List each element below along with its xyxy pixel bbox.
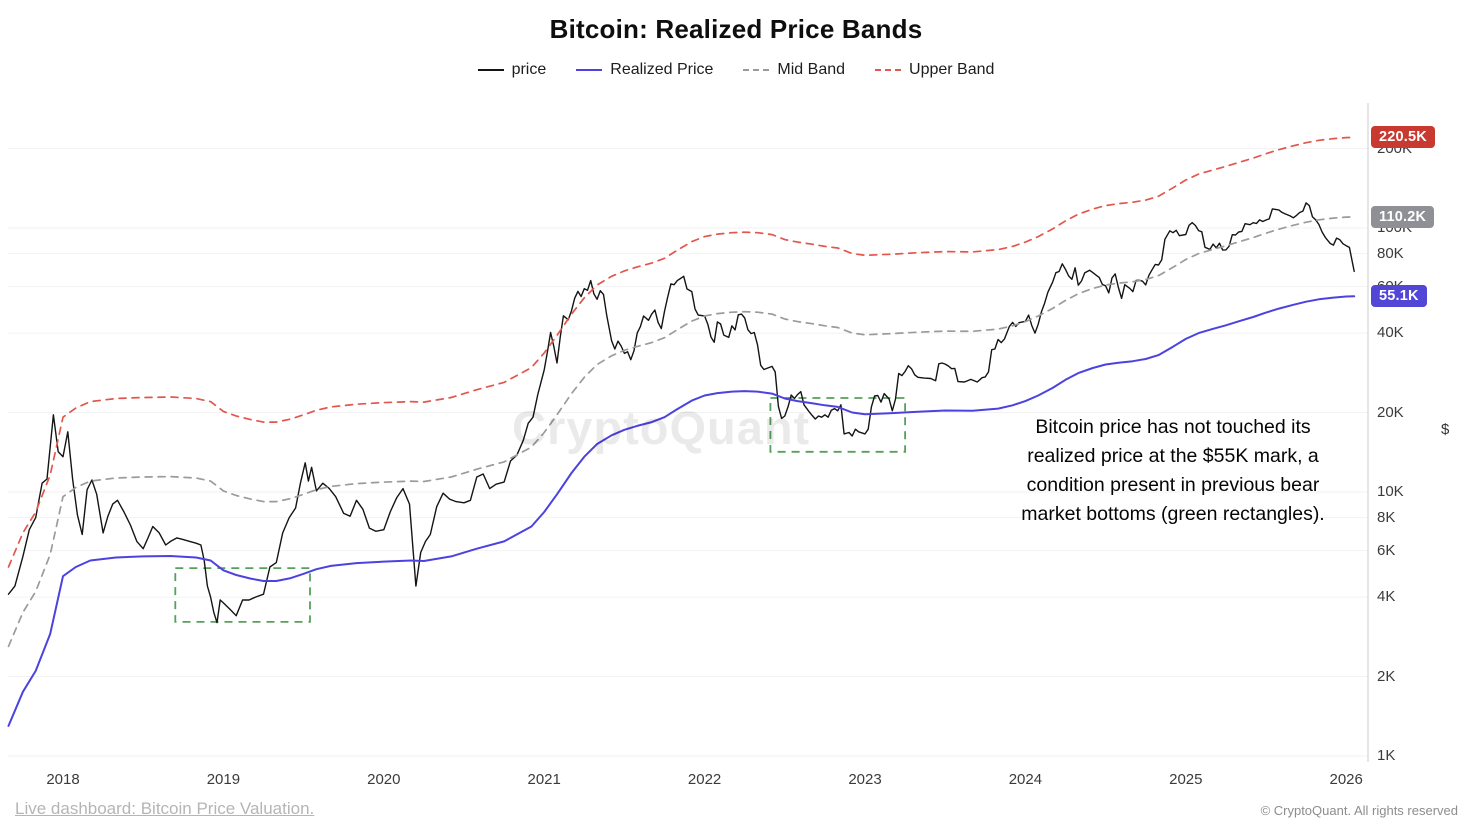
- y-axis-tick-40K: 40K: [1377, 324, 1404, 342]
- legend-item-price[interactable]: price: [477, 61, 547, 79]
- x-axis-tick-2022: 2022: [687, 771, 722, 788]
- legend-label-upper-band: Upper Band: [909, 61, 995, 78]
- x-axis-tick-2023: 2023: [848, 771, 882, 788]
- legend-swatch-upper-band: [875, 69, 902, 71]
- legend-swatch-price: [477, 69, 504, 71]
- highlight-bear-bottom-2019: [174, 567, 311, 623]
- last-value-badge-realized-price: 55.1K: [1371, 285, 1427, 308]
- legend-label-realized-price: Realized Price: [610, 61, 714, 78]
- series-upper-band: [7, 136, 1356, 568]
- series-price: [7, 202, 1355, 624]
- x-axis-tick-2026: 2026: [1329, 771, 1363, 788]
- analyst-annotation: Bitcoin price has not touched its realiz…: [1021, 416, 1325, 525]
- legend-swatch-realized-price: [576, 69, 603, 71]
- y-axis-tick-80K: 80K: [1377, 244, 1404, 262]
- y-axis-tick-10K: 10K: [1377, 483, 1404, 500]
- highlight-bear-bottom-2022: [769, 397, 907, 453]
- y-axis-tick-8K: 8K: [1377, 508, 1396, 526]
- x-axis-tick-2018: 2018: [46, 771, 80, 788]
- x-axis-tick-2019: 2019: [206, 771, 241, 788]
- legend-item-upper-band[interactable]: Upper Band: [875, 61, 994, 79]
- y-axis-tick-6K: 6K: [1377, 541, 1396, 559]
- y-axis-unit-label: $: [1441, 421, 1450, 438]
- legend-item-mid-band[interactable]: Mid Band: [743, 61, 845, 79]
- last-value-badge-mid-band: 110.2K: [1371, 205, 1435, 228]
- x-axis-tick-2021: 2021: [527, 771, 561, 788]
- copyright-text: © CryptoQuant. All rights reserved: [1260, 803, 1458, 818]
- x-axis-tick-2020: 2020: [367, 771, 401, 788]
- series-realized-price: [7, 295, 1356, 727]
- last-value-badge-upper-band: 220.5K: [1371, 126, 1435, 149]
- chart-legend: price Realized Price Mid Band Upper Band: [0, 61, 1472, 79]
- legend-item-realized-price[interactable]: Realized Price: [576, 61, 713, 79]
- chart-title: Bitcoin: Realized Price Bands: [549, 14, 923, 44]
- legend-label-price: price: [511, 61, 547, 78]
- legend-swatch-mid-band: [743, 69, 770, 71]
- y-axis-tick-4K: 4K: [1377, 588, 1396, 606]
- series-mid-band: [7, 216, 1356, 648]
- x-axis-tick-2025: 2025: [1169, 771, 1203, 788]
- legend-label-mid-band: Mid Band: [777, 61, 846, 78]
- x-axis-tick-2024: 2024: [1008, 771, 1043, 788]
- y-axis-tick-20K: 20K: [1377, 403, 1404, 421]
- y-axis-tick-2K: 2K: [1377, 667, 1396, 685]
- y-axis-tick-1K: 1K: [1377, 747, 1396, 764]
- live-dashboard-link[interactable]: Live dashboard: Bitcoin Price Valuation.: [15, 799, 315, 818]
